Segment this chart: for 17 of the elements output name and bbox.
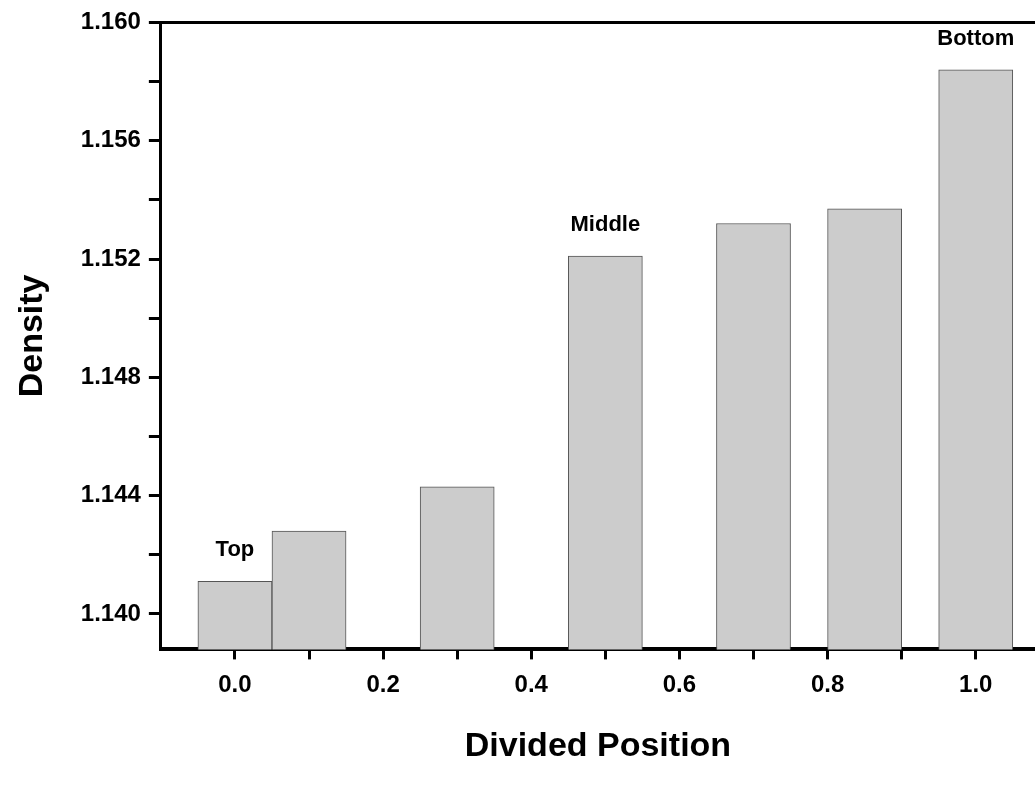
y-tick-label: 1.152 [80,243,141,271]
y-tick-label: 1.144 [80,480,142,508]
y-tick-label: 1.160 [80,7,141,35]
y-tick-label: 1.156 [80,125,141,153]
y-axis-title: Density [10,274,49,398]
y-tick-label: 1.148 [80,361,141,389]
annotation: Bottom [937,24,1015,50]
x-tick-label: 0.2 [366,670,400,698]
x-tick-label: 0.0 [218,670,252,698]
x-tick-label: 1.0 [959,670,993,698]
x-tick-label: 0.6 [662,670,697,698]
annotation: Middle [570,211,641,237]
annotation: Top [215,536,255,562]
x-tick-label: 0.4 [514,670,549,698]
y-tick-label: 1.140 [80,598,141,626]
x-axis-title: Divided Position [464,724,732,763]
x-tick-label: 0.8 [810,670,845,698]
